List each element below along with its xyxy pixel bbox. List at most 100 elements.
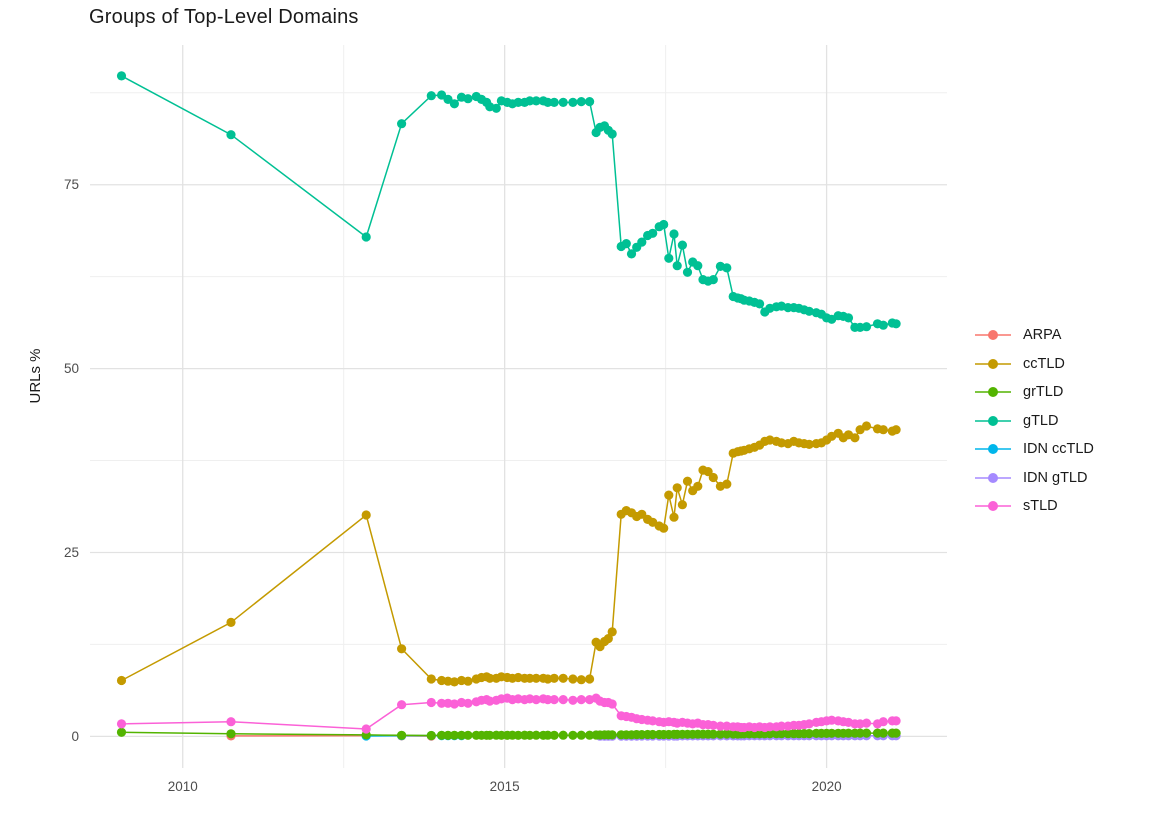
data-point: [558, 97, 568, 107]
data-point: [361, 724, 371, 734]
data-point: [664, 253, 674, 263]
data-point: [776, 729, 787, 739]
series-cctld: [116, 421, 901, 687]
data-point: [693, 481, 703, 491]
legend-key-icon: [975, 444, 1011, 455]
data-point: [449, 730, 459, 740]
data-point: [485, 673, 495, 683]
data-point: [621, 239, 631, 249]
data-point: [463, 676, 473, 686]
legend-item-cctld: ccTLD: [974, 350, 1094, 379]
data-point: [449, 699, 459, 709]
legend-item-grtld: grTLD: [974, 378, 1094, 407]
legend-item-stld: sTLD: [974, 492, 1094, 521]
data-point: [549, 730, 559, 740]
data-point: [437, 90, 447, 100]
data-point: [603, 634, 613, 644]
data-point: [722, 729, 732, 739]
data-point: [755, 299, 765, 309]
data-point: [669, 229, 679, 239]
data-point: [463, 730, 473, 740]
data-point: [765, 722, 775, 732]
legend-key-icon: [975, 358, 1011, 369]
data-point: [491, 103, 501, 113]
data-point: [543, 730, 553, 740]
data-point: [116, 719, 127, 729]
data-point: [891, 319, 901, 329]
data-point: [878, 728, 888, 738]
data-point: [463, 94, 473, 104]
data-point: [861, 718, 872, 728]
legend: ARPA ccTLD grTLD gTLD: [974, 321, 1094, 521]
data-point: [525, 673, 535, 683]
data-point: [715, 729, 726, 739]
data-point: [827, 728, 837, 738]
data-point: [648, 729, 658, 740]
data-point: [576, 730, 586, 740]
data-point: [722, 263, 732, 273]
data-point: [456, 730, 467, 740]
data-point: [513, 730, 523, 740]
x-tick-label: 2015: [490, 779, 520, 794]
data-point: [585, 97, 595, 107]
data-point: [659, 219, 669, 230]
data-point: [891, 425, 901, 435]
data-point: [531, 730, 541, 740]
y-tick-label: 75: [64, 177, 79, 192]
data-point: [426, 697, 436, 708]
legend-item-label: grTLD: [1023, 384, 1064, 401]
data-point: [437, 730, 447, 740]
data-point: [765, 729, 775, 739]
x-tick-label: 2010: [168, 779, 198, 794]
data-point: [549, 695, 559, 705]
data-point: [664, 490, 674, 500]
data-point: [576, 675, 586, 685]
data-point: [708, 729, 718, 739]
data-point: [568, 695, 578, 705]
data-point: [715, 721, 726, 731]
data-point: [850, 433, 860, 443]
data-point: [855, 728, 865, 738]
data-point: [672, 261, 682, 271]
legend-item-label: gTLD: [1023, 412, 1059, 429]
data-point: [861, 728, 872, 738]
data-point: [397, 730, 407, 740]
data-point: [682, 267, 693, 277]
data-point: [525, 96, 535, 106]
axis-tick-labels: 0 25 50 75 2010 2015 2020: [64, 177, 842, 794]
legend-item-label: ARPA: [1023, 327, 1062, 344]
data-point: [449, 677, 459, 687]
series-stld: [116, 693, 901, 734]
data-point: [531, 96, 541, 106]
data-point: [397, 119, 407, 129]
data-point: [648, 228, 658, 238]
legend-key-icon: [975, 501, 1011, 512]
data-point: [116, 727, 127, 737]
x-tick-label: 2020: [812, 779, 842, 794]
y-axis-title: URLs %: [27, 348, 45, 404]
y-tick-label: 50: [64, 361, 79, 376]
data-point: [361, 510, 371, 520]
data-point: [449, 99, 459, 109]
data-point: [607, 730, 617, 740]
data-point: [843, 728, 854, 738]
data-point: [543, 695, 553, 705]
data-point: [677, 500, 688, 510]
data-point: [543, 97, 553, 107]
data-point: [558, 695, 568, 705]
legend-item-gtld: gTLD: [974, 407, 1094, 436]
legend-item-label: sTLD: [1023, 498, 1058, 515]
data-point: [226, 130, 236, 140]
y-tick-label: 25: [64, 545, 79, 560]
y-tick-label: 0: [71, 729, 79, 744]
data-point: [804, 439, 814, 449]
data-point: [426, 730, 436, 741]
legend-item-idn-cctld: IDN ccTLD: [974, 435, 1094, 464]
legend-item-label: IDN gTLD: [1023, 469, 1088, 486]
data-point: [568, 674, 578, 684]
data-point: [669, 512, 679, 522]
data-point: [672, 483, 682, 493]
data-point: [549, 97, 559, 107]
data-point: [878, 425, 888, 435]
